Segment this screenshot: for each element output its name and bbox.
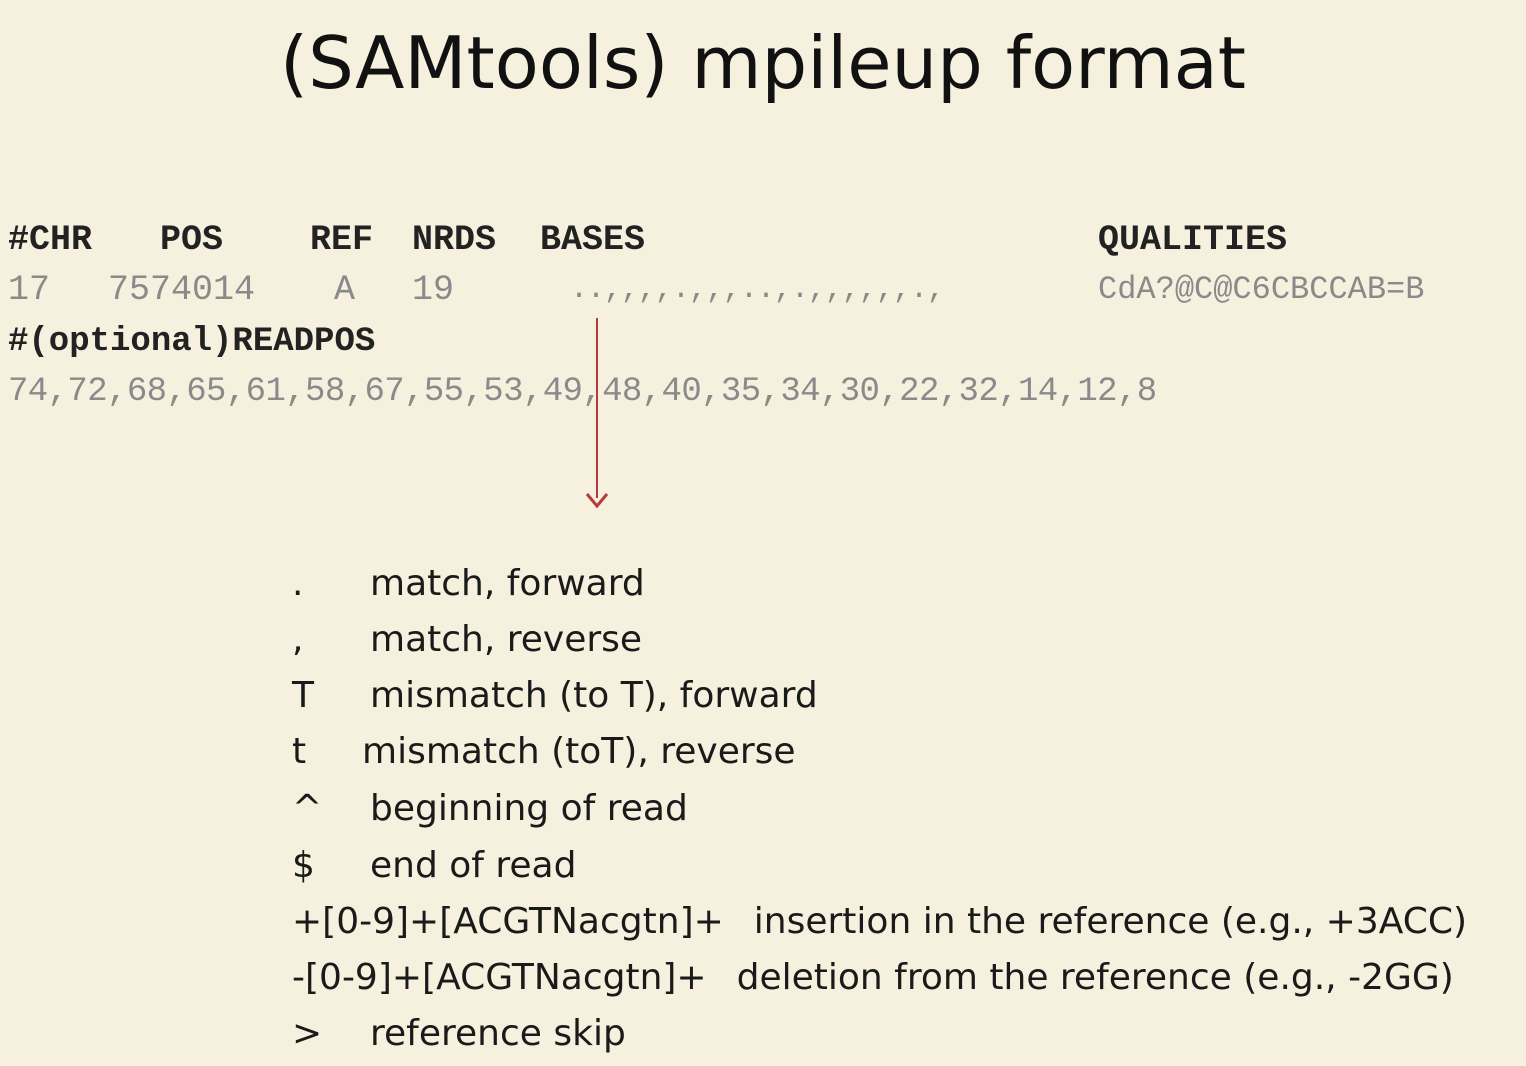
slide-title: (SAMtools) mpileup format: [280, 21, 1246, 105]
legend-symbol: ^: [292, 788, 323, 829]
legend-description: match, reverse: [370, 619, 643, 660]
legend-symbol: .: [292, 563, 304, 604]
record-chr: 17: [8, 270, 51, 310]
legend-item: t mismatch (toT), reverse: [292, 726, 796, 778]
header-pos: POS: [160, 220, 224, 260]
legend-description: beginning of read: [370, 788, 688, 829]
legend-description: insertion in the reference (e.g., +3ACC): [753, 901, 1468, 942]
legend-symbol: t: [292, 731, 307, 772]
record-bases: ..,,,,.,,,..,.,,,,,,.,: [570, 273, 945, 307]
legend-item: $ end of read: [292, 840, 576, 892]
legend-symbol: -[0-9]+[ACGTNacgtn]+: [292, 957, 707, 998]
readpos-values: 74,72,68,65,61,58,67,55,53,49,48,40,35,3…: [8, 373, 1157, 411]
legend-item: . match, forward: [292, 558, 645, 610]
legend-item: > reference skip: [292, 1008, 626, 1060]
legend-description: deletion from the reference (e.g., -2GG): [736, 957, 1454, 998]
legend-description: mismatch (toT), reverse: [362, 731, 796, 772]
record-pos: 7574014: [108, 270, 256, 310]
legend-description: reference skip: [370, 1013, 626, 1054]
legend-symbol: $: [292, 845, 315, 886]
legend-symbol: +[0-9]+[ACGTNacgtn]+: [292, 901, 724, 942]
legend-item: -[0-9]+[ACGTNacgtn]+ deletion from the re…: [292, 952, 1454, 1004]
legend-symbol: ,: [292, 619, 304, 660]
legend-symbol: T: [292, 675, 314, 716]
arrow-down-icon: [585, 493, 609, 509]
readpos-header: #(optional)READPOS: [8, 323, 376, 361]
record-qualities: CdA?@C@C6CBCCAB=B: [1098, 271, 1425, 308]
legend-description: match, forward: [370, 563, 645, 604]
arrow-line: [596, 318, 598, 498]
header-bases: BASES: [540, 220, 646, 260]
header-ref: REF: [310, 220, 374, 260]
header-qualities: QUALITIES: [1098, 220, 1288, 260]
header-chr: #CHR: [8, 220, 93, 260]
header-nrds: NRDS: [412, 220, 497, 260]
legend-item: +[0-9]+[ACGTNacgtn]+ insertion in the ref…: [292, 896, 1467, 948]
record-ref: A: [334, 270, 356, 310]
record-nrds: 19: [412, 270, 455, 310]
legend-item: ^ beginning of read: [292, 783, 688, 835]
legend-description: mismatch (to T), forward: [370, 675, 818, 716]
legend-item: , match, reverse: [292, 614, 642, 666]
legend-description: end of read: [370, 845, 577, 886]
legend-symbol: >: [292, 1013, 323, 1054]
